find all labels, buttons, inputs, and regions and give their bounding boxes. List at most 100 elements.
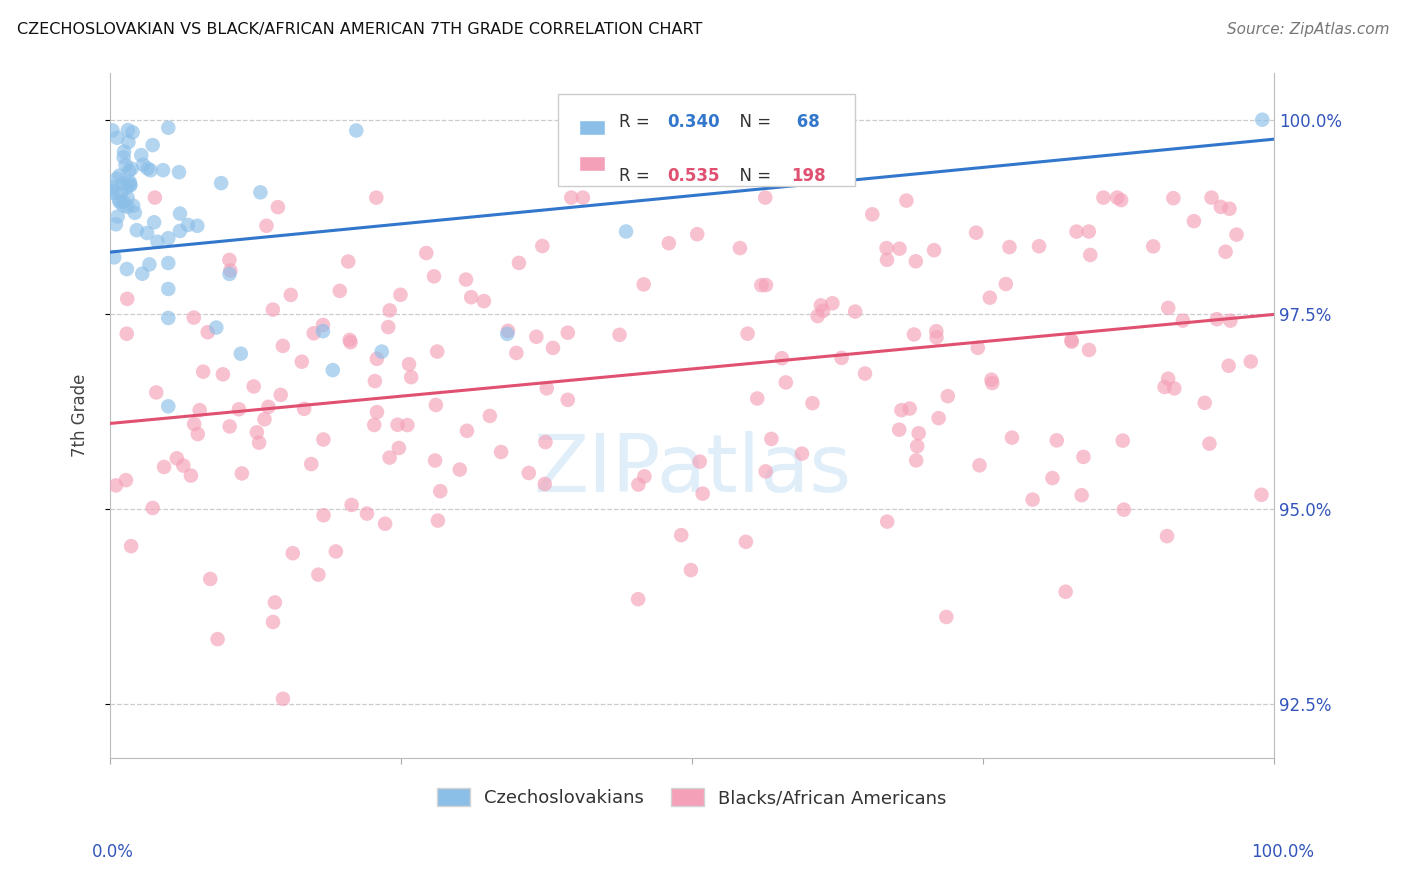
Point bbox=[1078, 343, 1101, 357]
Point bbox=[136, 226, 159, 240]
Text: ZIPatlas: ZIPatlas bbox=[533, 432, 851, 509]
Text: CZECHOSLOVAKIAN VS BLACK/AFRICAN AMERICAN 7TH GRADE CORRELATION CHART: CZECHOSLOVAKIAN VS BLACK/AFRICAN AMERICA… bbox=[17, 22, 702, 37]
Point bbox=[426, 514, 449, 528]
Point bbox=[121, 161, 143, 176]
Point bbox=[627, 592, 650, 607]
Text: N =: N = bbox=[730, 112, 776, 131]
Point bbox=[136, 161, 159, 176]
Point bbox=[177, 218, 200, 232]
Point bbox=[110, 186, 132, 201]
Point bbox=[187, 427, 209, 442]
Point bbox=[339, 333, 361, 347]
Text: 68: 68 bbox=[792, 112, 820, 131]
Point bbox=[627, 477, 650, 491]
Point bbox=[117, 200, 139, 214]
Point bbox=[124, 206, 146, 220]
Point bbox=[671, 528, 693, 542]
Point bbox=[125, 223, 148, 237]
Point bbox=[770, 351, 793, 366]
Point bbox=[755, 278, 778, 293]
Point bbox=[270, 388, 292, 402]
Point bbox=[117, 191, 139, 205]
Point bbox=[366, 351, 388, 366]
Point bbox=[1078, 248, 1101, 262]
Point bbox=[517, 466, 540, 480]
Point bbox=[1112, 434, 1135, 448]
Point bbox=[101, 186, 124, 200]
Point bbox=[153, 460, 176, 475]
Point bbox=[120, 539, 142, 553]
Point bbox=[1001, 431, 1024, 445]
Point bbox=[378, 450, 401, 465]
Point bbox=[370, 344, 392, 359]
Point bbox=[903, 327, 925, 342]
Point bbox=[101, 123, 124, 137]
Point bbox=[398, 357, 420, 371]
Point bbox=[889, 242, 911, 256]
Text: 0.0%: 0.0% bbox=[91, 843, 134, 861]
Point bbox=[472, 294, 495, 309]
Point bbox=[1066, 225, 1088, 239]
Point bbox=[378, 303, 401, 318]
Point bbox=[876, 252, 898, 267]
Point bbox=[183, 417, 205, 431]
Point bbox=[935, 610, 957, 624]
Point bbox=[219, 263, 242, 277]
Point bbox=[807, 309, 830, 323]
Point bbox=[292, 401, 315, 416]
Point bbox=[152, 163, 174, 178]
Point bbox=[374, 516, 396, 531]
Point bbox=[157, 310, 180, 325]
Point bbox=[107, 210, 129, 224]
Text: 198: 198 bbox=[792, 167, 825, 185]
Point bbox=[339, 335, 361, 350]
Point bbox=[489, 445, 512, 459]
Point bbox=[366, 191, 388, 205]
Point bbox=[114, 158, 136, 172]
Point bbox=[299, 457, 322, 471]
Point bbox=[425, 398, 447, 412]
Point bbox=[749, 278, 772, 293]
Point bbox=[1250, 488, 1272, 502]
Point bbox=[356, 507, 378, 521]
Point bbox=[524, 329, 547, 343]
Point bbox=[761, 432, 783, 446]
Point bbox=[256, 219, 278, 233]
Point bbox=[267, 200, 290, 214]
Point bbox=[1194, 396, 1216, 410]
Point bbox=[1209, 200, 1232, 214]
Point bbox=[889, 423, 911, 437]
Point bbox=[1163, 191, 1185, 205]
Point bbox=[207, 632, 229, 646]
Point bbox=[925, 330, 948, 344]
Point bbox=[1077, 225, 1099, 239]
Point bbox=[609, 327, 631, 342]
Point bbox=[790, 447, 813, 461]
Point bbox=[143, 191, 166, 205]
Y-axis label: 7th Grade: 7th Grade bbox=[72, 374, 89, 458]
Point bbox=[104, 217, 127, 231]
Point bbox=[1157, 301, 1180, 315]
Point bbox=[775, 376, 797, 390]
Point bbox=[271, 691, 294, 706]
Point bbox=[312, 508, 335, 523]
Point bbox=[291, 354, 314, 368]
Point bbox=[1107, 191, 1129, 205]
Point bbox=[228, 402, 250, 417]
Point bbox=[366, 405, 388, 419]
Point bbox=[922, 243, 945, 257]
Point bbox=[118, 164, 141, 178]
Point bbox=[1109, 193, 1132, 207]
Text: R =: R = bbox=[619, 112, 655, 131]
Point bbox=[1225, 227, 1247, 242]
Point bbox=[460, 290, 482, 304]
Point bbox=[157, 231, 180, 245]
Point bbox=[429, 484, 451, 499]
Point bbox=[388, 441, 411, 455]
Point bbox=[112, 199, 135, 213]
Point bbox=[115, 292, 138, 306]
Point bbox=[131, 267, 153, 281]
Point bbox=[122, 199, 145, 213]
Point bbox=[907, 426, 929, 441]
Point bbox=[218, 252, 240, 267]
